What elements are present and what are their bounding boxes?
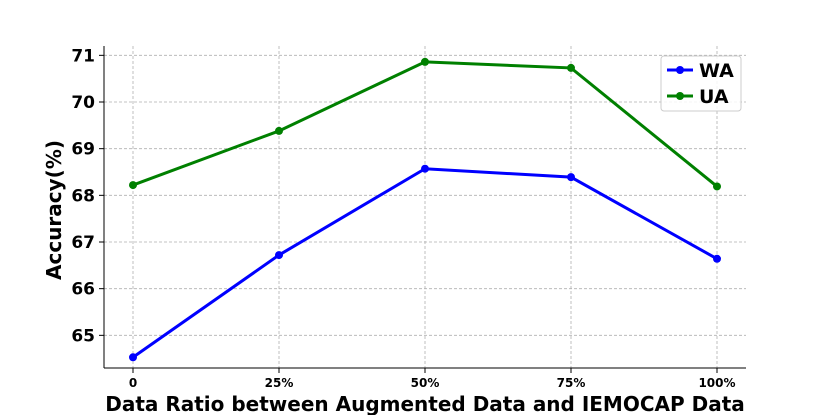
x-tick-label: 50%: [411, 376, 440, 390]
legend-label-ua: UA: [699, 86, 729, 108]
series-lines: [129, 57, 721, 362]
data-point-ua: [567, 63, 575, 72]
legend-label-wa: WA: [699, 60, 734, 82]
data-point-ua: [129, 181, 137, 190]
data-point-wa: [713, 254, 721, 263]
data-point-wa: [129, 353, 137, 362]
data-point-ua: [713, 182, 721, 191]
data-point-ua: [275, 126, 283, 135]
x-axis-title: Data Ratio between Augmented Data and IE…: [105, 392, 745, 415]
x-tick-label: 25%: [265, 376, 294, 390]
x-tick-labels: 0 25% 50% 75% 100%: [129, 368, 736, 390]
grid-lines: [104, 46, 746, 368]
y-tick-label: 67: [71, 233, 95, 253]
x-tick-label: 0: [129, 376, 137, 390]
legend-marker-ua: [676, 92, 684, 100]
data-point-wa: [275, 251, 283, 260]
y-axis-title: Accuracy(%): [42, 140, 66, 280]
x-tick-label: 75%: [557, 376, 586, 390]
y-tick-label: 71: [71, 46, 95, 66]
legend: WA UA: [660, 55, 742, 112]
y-tick-label: 68: [71, 186, 95, 206]
y-tick-label: 69: [71, 140, 95, 160]
x-tick-label: 100%: [698, 376, 735, 390]
y-tick-label: 66: [71, 280, 95, 300]
y-tick-label: 70: [71, 93, 95, 113]
data-point-wa: [567, 173, 575, 182]
y-tick-labels: 65 66 67 68 69 70 71: [71, 46, 104, 346]
data-point-wa: [421, 164, 429, 173]
legend-marker-wa: [676, 66, 684, 74]
y-tick-label: 65: [71, 326, 95, 346]
data-point-ua: [421, 57, 429, 66]
